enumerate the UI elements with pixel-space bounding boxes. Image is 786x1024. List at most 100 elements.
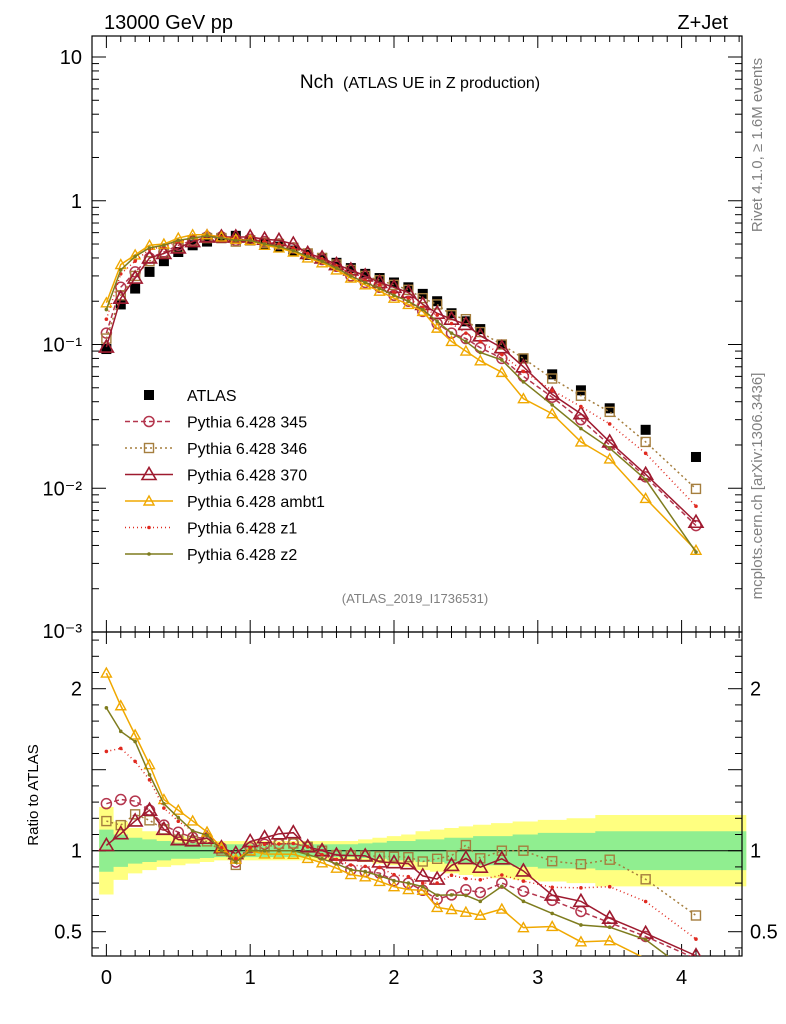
- ratio-y-tick-label-right: 1: [750, 841, 761, 863]
- ratio-line: [105, 672, 642, 956]
- analysis-tag: (ATLAS_2019_I1736531): [342, 591, 488, 606]
- data-point: [331, 257, 342, 268]
- data-point: [607, 422, 612, 426]
- data-point: [449, 331, 454, 335]
- ratio-point: [305, 845, 310, 849]
- ratio-line: [106, 798, 692, 956]
- data-point: [205, 234, 209, 238]
- ratio-point: [155, 820, 173, 836]
- ratio-point: [133, 739, 137, 744]
- ratio-point: [299, 838, 317, 853]
- data-point: [603, 452, 616, 464]
- ratio-point: [112, 825, 130, 840]
- legend-label: Pythia 6.428 345: [187, 415, 307, 432]
- data-point: [643, 477, 648, 482]
- data-point: [133, 254, 137, 259]
- data-point: [687, 513, 705, 529]
- ratio-point: [143, 758, 156, 770]
- ratio-point: [342, 846, 360, 862]
- ratio-point: [377, 865, 382, 870]
- data-point: [141, 249, 158, 264]
- data-point: [460, 316, 471, 327]
- data-point: [377, 286, 382, 291]
- data-point: [155, 244, 173, 260]
- ratio-point: [258, 847, 271, 859]
- ratio-point: [443, 856, 460, 872]
- ratio-point: [493, 850, 511, 865]
- ratio-point: [356, 847, 374, 862]
- ratio-point: [101, 815, 112, 827]
- y-tick-label: 10: [60, 47, 82, 69]
- data-point: [445, 327, 458, 339]
- ratio-point: [406, 874, 411, 879]
- data-point: [607, 446, 612, 450]
- data-point: [604, 403, 615, 414]
- main-plot-frame: [91, 35, 743, 633]
- data-point: [478, 339, 483, 344]
- plot-title: Nch (ATLAS UE in Z production): [300, 72, 540, 93]
- header-right: Z+Jet: [677, 12, 728, 34]
- data-point: [550, 388, 554, 393]
- data-point: [459, 344, 473, 356]
- legend-entry-pythia-6-428-370: Pythia 6.428 370: [125, 465, 307, 485]
- ratio-point: [406, 881, 411, 885]
- ratio-point: [176, 815, 181, 820]
- ratio-point: [104, 749, 109, 754]
- data-point: [118, 268, 123, 272]
- data-point: [449, 321, 454, 326]
- data-point: [420, 307, 425, 312]
- ratio-point: [234, 857, 238, 862]
- data-point: [435, 319, 439, 324]
- data-point: [126, 269, 144, 284]
- ratio-point: [464, 876, 468, 881]
- ratio-point: [515, 862, 532, 877]
- ratio-point: [474, 886, 487, 899]
- ratio-point: [359, 870, 372, 882]
- data-point: [158, 256, 169, 267]
- ratio-point: [435, 881, 439, 885]
- ratio-point: [518, 845, 529, 856]
- data-point: [574, 435, 588, 447]
- ratio-point: [118, 746, 123, 751]
- tick-labels: 0 1 2 3 4 10 1 10⁻¹ 10⁻² 10⁻³ 2 2 1 1 0.5 0.5: [43, 47, 778, 989]
- ratio-point: [690, 910, 702, 921]
- data-point: [104, 307, 109, 312]
- ratio-pythia-6-428-ambt1: [100, 666, 642, 956]
- data-point: [388, 277, 399, 288]
- data-point: [457, 315, 475, 331]
- ratio-point: [205, 833, 209, 837]
- ratio-point: [457, 849, 475, 865]
- ratio-point: [495, 902, 509, 914]
- ratio-point: [284, 824, 302, 839]
- data-point: [169, 239, 187, 254]
- data-point: [97, 338, 115, 353]
- data-point: [277, 242, 281, 246]
- ratio-point: [385, 854, 403, 869]
- ratio-point: [334, 857, 339, 862]
- ratio-point: [262, 848, 267, 853]
- ratio-point: [349, 863, 353, 867]
- ratio-point: [392, 878, 396, 883]
- data-point: [478, 350, 483, 355]
- data-point: [162, 243, 166, 248]
- data-point: [690, 451, 701, 462]
- ratio-point: [374, 851, 385, 862]
- data-point: [262, 242, 267, 246]
- data-point: [496, 339, 507, 350]
- data-point: [403, 282, 414, 293]
- ratio-point: [474, 908, 487, 920]
- x-tick-label: 4: [676, 967, 687, 989]
- data-point: [545, 407, 559, 419]
- ratio-point: [402, 883, 415, 895]
- ratio-point: [248, 845, 252, 850]
- ratio-point: [270, 825, 288, 840]
- data-point: [374, 273, 385, 284]
- data-point: [428, 304, 446, 320]
- series-pythia-6-428-345: [100, 231, 702, 532]
- data-point: [334, 266, 339, 270]
- data-point: [518, 353, 529, 364]
- data-point: [639, 491, 652, 504]
- ratio-point: [639, 930, 652, 943]
- ratio-point: [147, 772, 152, 777]
- ratio-point: [478, 899, 483, 904]
